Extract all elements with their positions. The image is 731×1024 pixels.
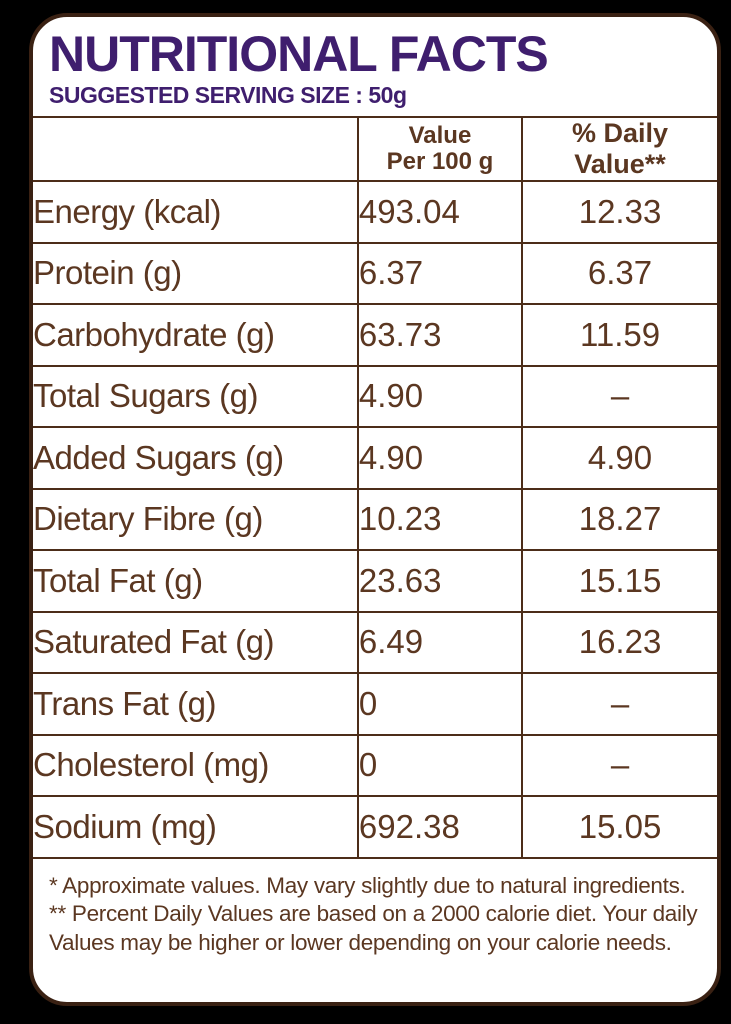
- nutrition-label-card: NUTRITIONAL FACTS SUGGESTED SERVING SIZE…: [29, 13, 721, 1006]
- nutrient-value: 6.49: [356, 610, 524, 674]
- nutrient-label: Trans Fat (g): [33, 672, 359, 736]
- nutrient-value: 63.73: [356, 303, 524, 367]
- nutrient-value: 10.23: [356, 487, 524, 551]
- value-header-line2: Per 100 g: [386, 148, 494, 175]
- nutrient-daily-value: 15.05: [521, 795, 717, 859]
- nutrition-table: Value Per 100 g % Daily Value** Energy (…: [33, 116, 717, 859]
- nutrient-daily-value: 18.27: [521, 487, 717, 551]
- nutrient-label: Carbohydrate (g): [33, 303, 359, 367]
- table-row: Carbohydrate (g) 63.73 11.59: [33, 303, 717, 367]
- label-header: NUTRITIONAL FACTS SUGGESTED SERVING SIZE…: [33, 17, 717, 109]
- nutrient-value: 23.63: [356, 549, 524, 613]
- table-row: Protein (g) 6.37 6.37: [33, 241, 717, 305]
- footnote-approximate-values: * Approximate values. May vary slightly …: [49, 872, 686, 898]
- table-row: Dietary Fibre (g) 10.23 18.27: [33, 487, 717, 551]
- nutrient-daily-value: 12.33: [521, 180, 717, 244]
- serving-size-subtitle: SUGGESTED SERVING SIZE : 50g: [49, 82, 407, 108]
- nutrient-label: Protein (g): [33, 241, 359, 305]
- nutrient-label: Cholesterol (mg): [33, 733, 359, 797]
- corner-cell: [33, 116, 359, 182]
- table-row: Added Sugars (g) 4.90 4.90: [33, 426, 717, 490]
- footnote-percent-daily-values: ** Percent Daily Values are based on a 2…: [49, 901, 698, 956]
- nutrient-label: Total Sugars (g): [33, 364, 359, 428]
- nutrient-label: Saturated Fat (g): [33, 610, 359, 674]
- nutrient-value: 6.37: [356, 241, 524, 305]
- value-header-line1: Value: [408, 121, 472, 149]
- nutrient-daily-value: 4.90: [521, 426, 717, 490]
- nutrient-daily-value: 15.15: [521, 549, 717, 613]
- nutrient-daily-value: –: [521, 733, 717, 797]
- nutrient-value: 692.38: [356, 795, 524, 859]
- table-row: Saturated Fat (g) 6.49 16.23: [33, 610, 717, 674]
- nutrient-value: 4.90: [356, 364, 524, 428]
- nutrient-label: Total Fat (g): [33, 549, 359, 613]
- table-row: Energy (kcal) 493.04 12.33: [33, 180, 717, 244]
- nutrient-label: Dietary Fibre (g): [33, 487, 359, 551]
- table-row: Cholesterol (mg) 0 –: [33, 733, 717, 797]
- nutrient-daily-value: 16.23: [521, 610, 717, 674]
- nutrient-value: 493.04: [356, 180, 524, 244]
- nutrient-daily-value: –: [521, 364, 717, 428]
- nutrient-label: Added Sugars (g): [33, 426, 359, 490]
- footnotes: * Approximate values. May vary slightly …: [33, 859, 717, 958]
- page-title: NUTRITIONAL FACTS: [49, 26, 549, 82]
- table-row: Sodium (mg) 692.38 15.05: [33, 795, 717, 859]
- table-row: Total Fat (g) 23.63 15.15: [33, 549, 717, 613]
- nutrient-value: 0: [356, 733, 524, 797]
- table-row: Total Sugars (g) 4.90 –: [33, 364, 717, 428]
- nutrient-daily-value: 11.59: [521, 303, 717, 367]
- nutrient-daily-value: –: [521, 672, 717, 736]
- value-column-header: Value Per 100 g: [356, 116, 524, 182]
- nutrient-label: Sodium (mg): [33, 795, 359, 859]
- nutrient-value: 4.90: [356, 426, 524, 490]
- daily-value-column-header: % Daily Value**: [521, 116, 717, 182]
- table-header-row: Value Per 100 g % Daily Value**: [33, 116, 717, 182]
- nutrient-value: 0: [356, 672, 524, 736]
- nutrient-label: Energy (kcal): [33, 180, 359, 244]
- nutrient-daily-value: 6.37: [521, 241, 717, 305]
- table-row: Trans Fat (g) 0 –: [33, 672, 717, 736]
